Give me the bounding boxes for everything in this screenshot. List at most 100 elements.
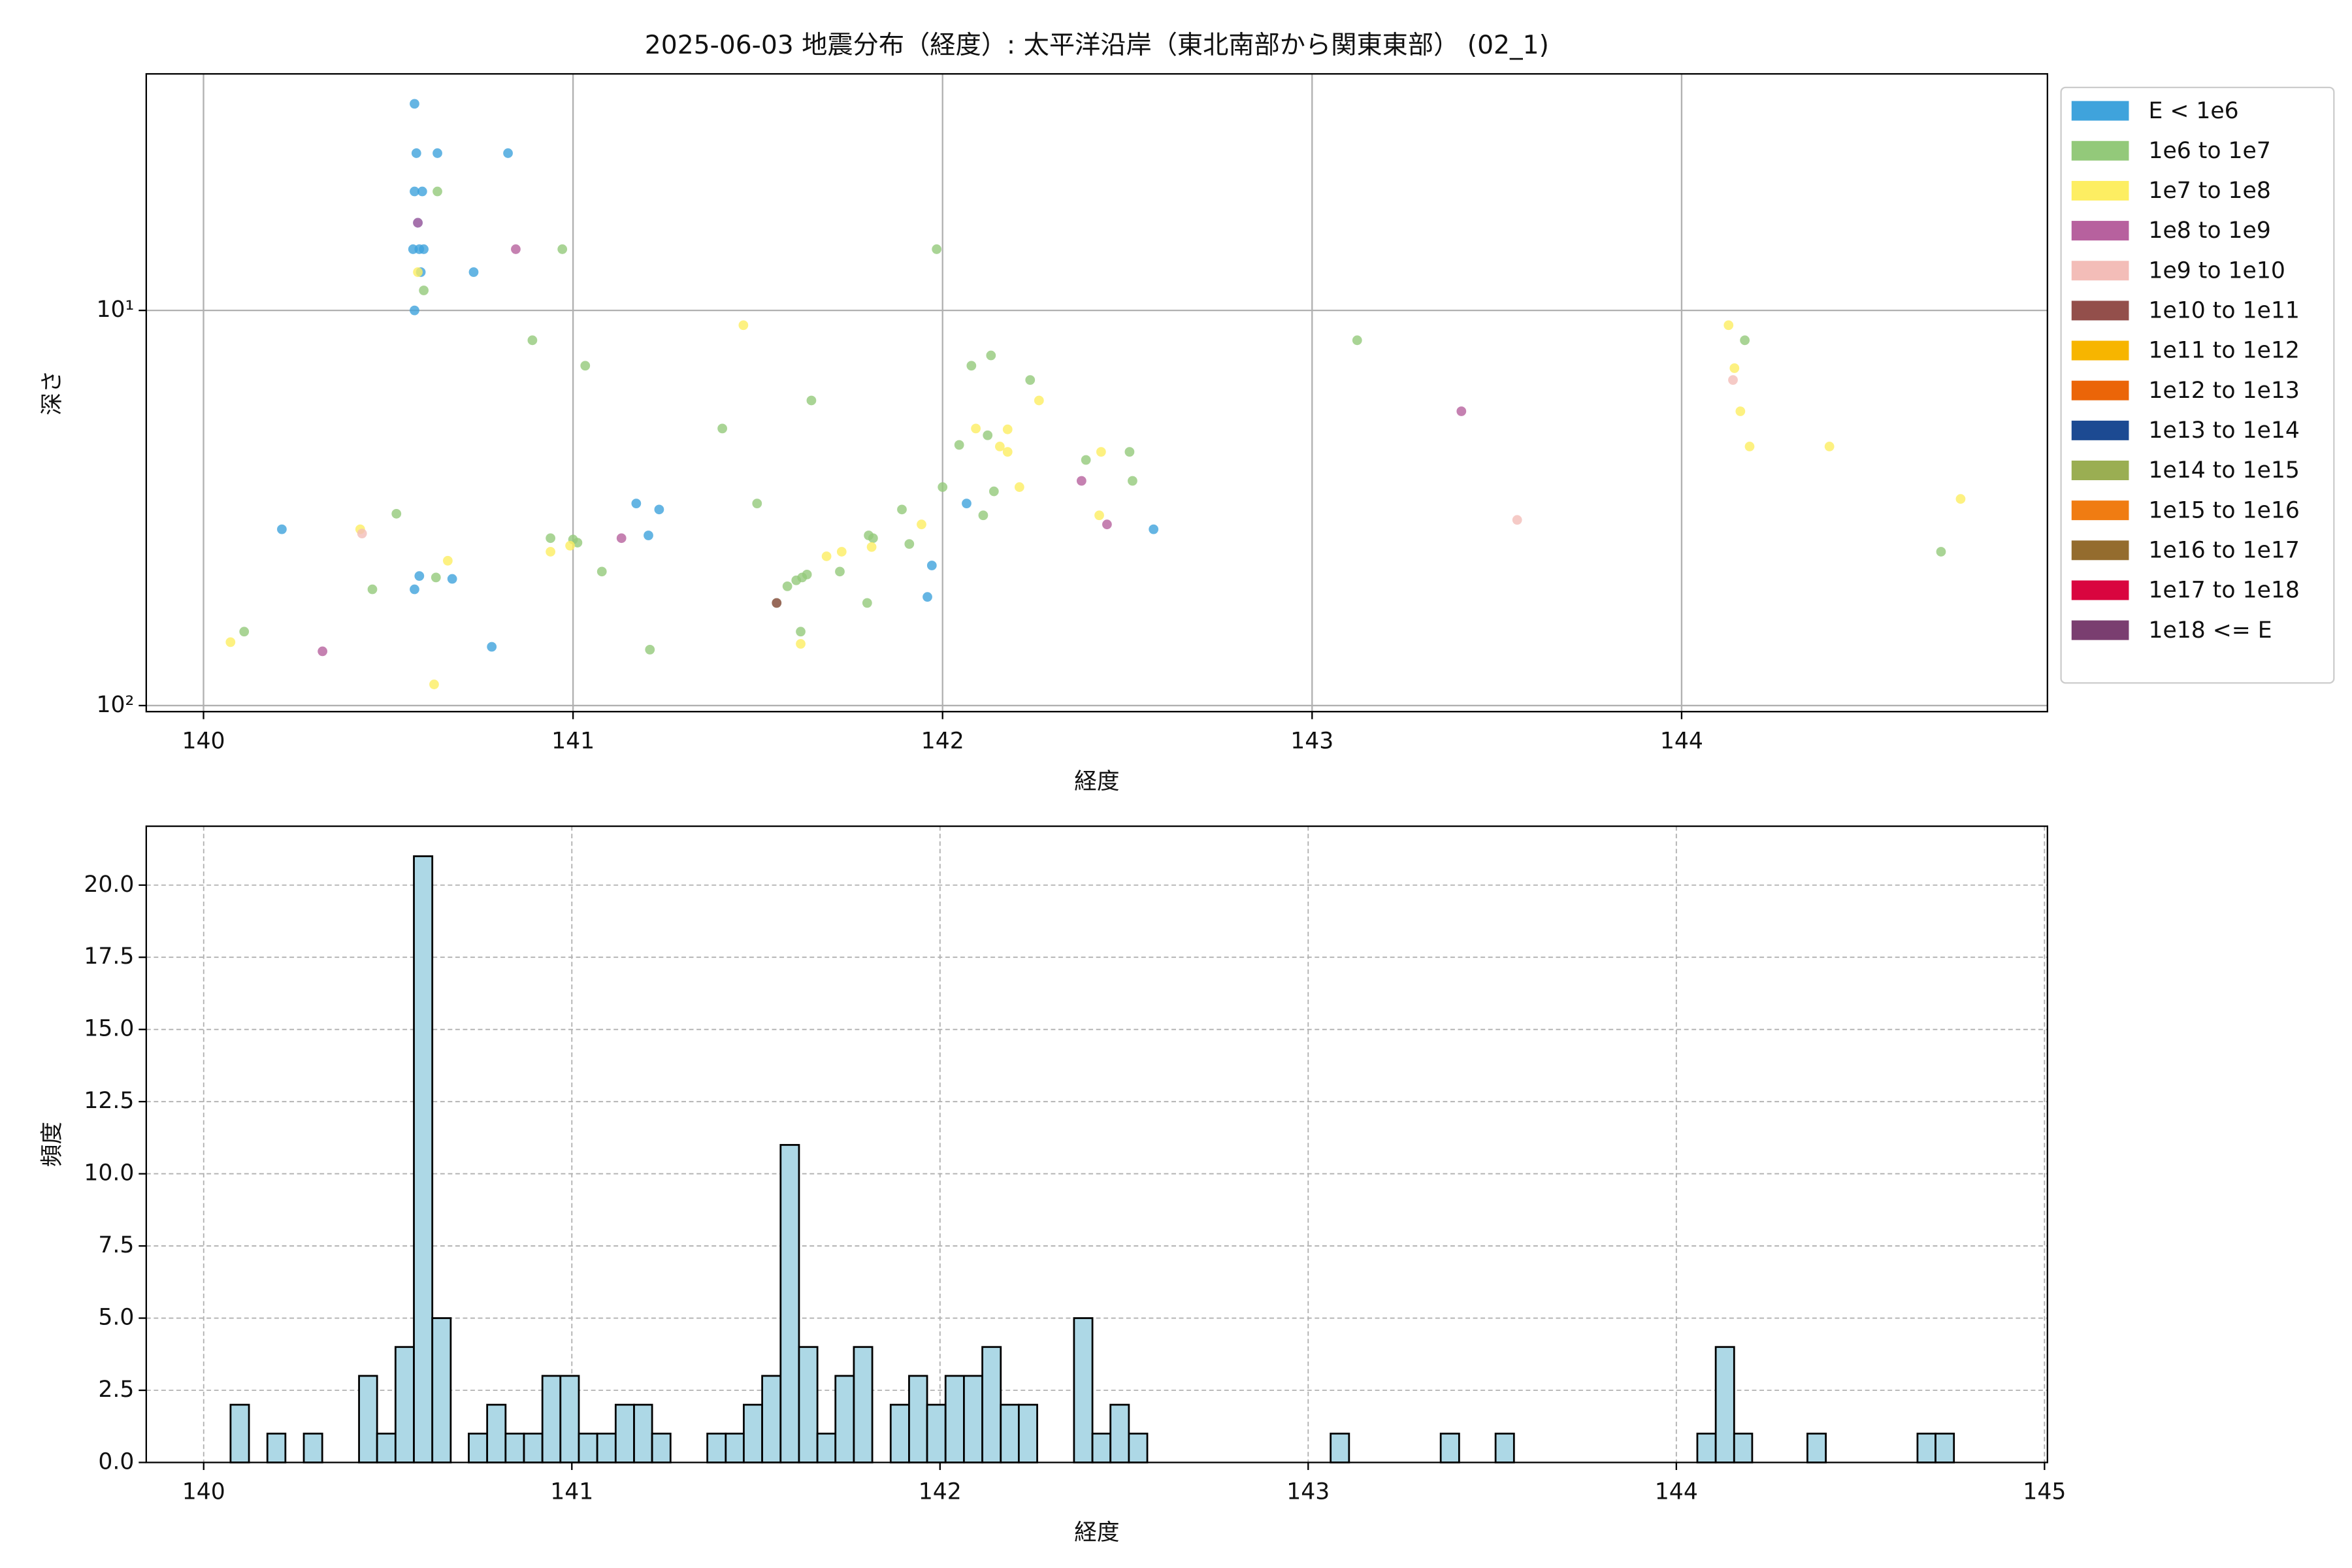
data-point (1002, 447, 1013, 457)
data-point (866, 542, 877, 552)
legend-swatch (2071, 261, 2129, 281)
chart-title: 2025-06-03 地震分布（経度）: 太平洋沿岸（東北南部から関東東部） (… (645, 31, 1549, 60)
histogram-bar (1494, 1432, 1515, 1463)
histogram-bar (926, 1403, 947, 1463)
legend-label: 1e16 to 1e17 (2148, 537, 2299, 563)
x-tick-label: 145 (2023, 1479, 2066, 1505)
histogram-bar (908, 1375, 928, 1463)
x-tick-label: 141 (550, 1479, 593, 1505)
histogram-bar (596, 1432, 617, 1463)
histogram-bar (1109, 1403, 1130, 1463)
data-point (442, 555, 453, 566)
data-point (1002, 424, 1013, 434)
histogram-bar (1000, 1403, 1020, 1463)
y-tick-label: 5.0 (98, 1305, 134, 1331)
data-point (1081, 455, 1091, 465)
x-axis-label: 経度 (1074, 1520, 1119, 1546)
y-tick-label: 17.5 (84, 943, 134, 970)
histogram-bar (486, 1403, 507, 1463)
data-point (1735, 406, 1746, 416)
legend-label: 1e12 to 1e13 (2148, 378, 2299, 404)
data-point (580, 361, 591, 371)
data-point (836, 547, 847, 557)
data-point (433, 186, 442, 197)
legend-label: 1e14 to 1e15 (2148, 457, 2299, 483)
data-point (631, 498, 642, 508)
data-point (645, 644, 655, 655)
y-tick-label: 20.0 (84, 872, 134, 898)
histogram-bar (651, 1432, 672, 1463)
data-point (557, 244, 568, 254)
histogram-bar (1128, 1432, 1149, 1463)
data-point (1128, 476, 1137, 486)
data-point (572, 538, 583, 547)
data-point (923, 592, 932, 602)
data-point (868, 533, 878, 544)
legend-label: 1e13 to 1e14 (2148, 417, 2299, 444)
data-point (821, 551, 832, 561)
histogram-bar (559, 1375, 580, 1463)
histogram-bar (468, 1432, 489, 1463)
histogram-bar (1696, 1432, 1717, 1463)
data-point (225, 637, 236, 647)
histogram-bar (229, 1403, 250, 1463)
legend-swatch (2071, 540, 2129, 561)
data-point (616, 533, 627, 544)
legend-swatch (2071, 140, 2129, 161)
y-tick-label: 7.5 (98, 1232, 134, 1258)
data-point (318, 646, 328, 657)
legend-label: 1e8 to 1e9 (2148, 218, 2270, 244)
data-point (654, 504, 664, 515)
data-point (419, 244, 429, 254)
legend-swatch (2071, 221, 2129, 241)
data-point (1124, 447, 1135, 457)
data-point (954, 440, 964, 450)
axes-frame (145, 73, 2048, 713)
data-point (447, 574, 457, 584)
data-point (772, 598, 782, 608)
x-tick-label: 142 (919, 1479, 962, 1505)
histogram-bar (504, 1432, 525, 1463)
histogram-bar (981, 1346, 1002, 1463)
data-point (527, 335, 538, 346)
y-tick-label: 15.0 (84, 1016, 134, 1042)
data-point (413, 267, 423, 277)
histogram-bar (1733, 1432, 1754, 1463)
data-point (1729, 363, 1740, 373)
data-point (417, 186, 427, 197)
data-point (410, 584, 419, 595)
data-point (468, 267, 479, 277)
histogram-bar (1935, 1432, 1955, 1463)
data-point (1102, 519, 1112, 530)
data-point (1824, 442, 1835, 451)
histogram-bar (302, 1432, 323, 1463)
histogram-bar (816, 1432, 837, 1463)
data-point (391, 508, 402, 519)
x-tick-label: 142 (921, 728, 964, 754)
legend-label: 1e10 to 1e11 (2148, 298, 2299, 324)
data-point (1025, 375, 1036, 385)
histogram-bar (761, 1375, 782, 1463)
legend-swatch (2071, 301, 2129, 321)
data-point (983, 430, 993, 440)
data-point (806, 395, 817, 406)
data-point (1352, 335, 1362, 346)
histogram-bar (523, 1432, 544, 1463)
histogram-bar (1017, 1403, 1038, 1463)
legend-swatch (2071, 461, 2129, 480)
histogram-bar (358, 1375, 378, 1463)
legend-swatch (2071, 101, 2129, 121)
data-point (966, 361, 977, 371)
data-point (1076, 476, 1086, 486)
histogram-bar (413, 855, 434, 1463)
y-tick-label: 12.5 (84, 1088, 134, 1114)
data-point (357, 529, 367, 539)
data-point (782, 581, 792, 591)
data-point (904, 539, 915, 549)
data-point (796, 639, 806, 649)
data-point (1512, 515, 1522, 525)
data-point (835, 566, 845, 577)
y-axis-label: 頻度 (39, 1122, 65, 1167)
histogram-bar (633, 1403, 653, 1463)
